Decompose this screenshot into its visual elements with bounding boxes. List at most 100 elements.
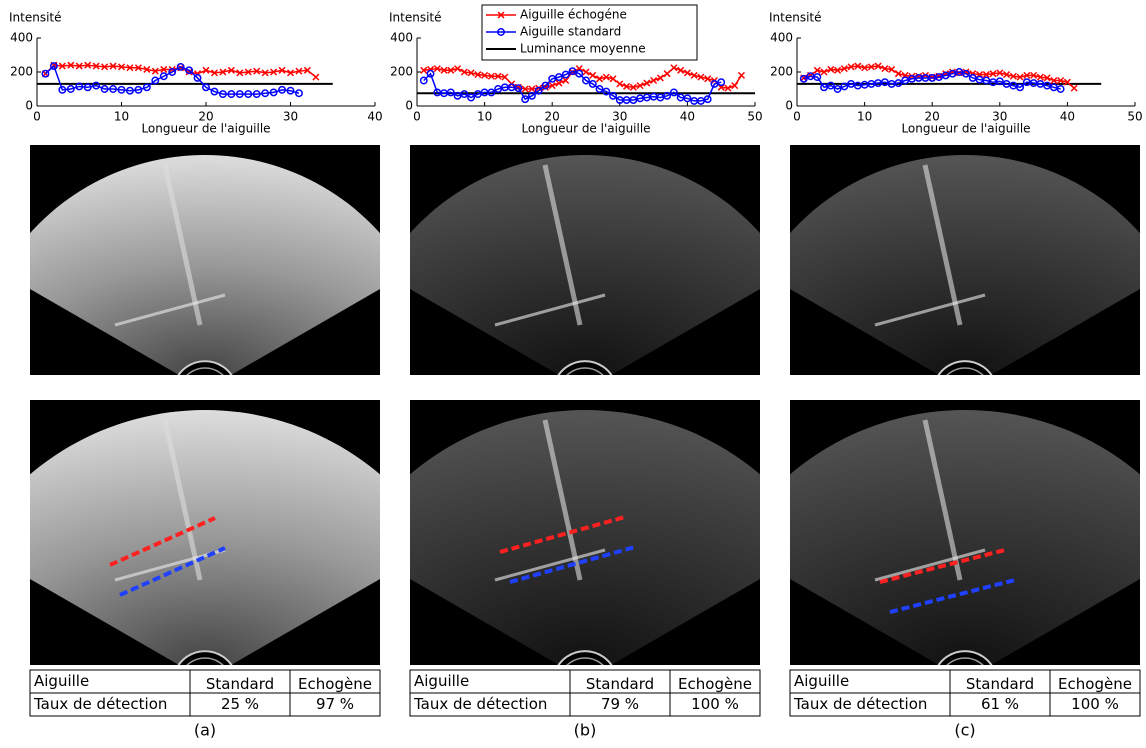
table-text: Standard [206, 675, 274, 693]
marker [75, 62, 83, 70]
marker [643, 79, 651, 87]
marker-stroke [244, 68, 252, 76]
marker-stroke [541, 83, 549, 91]
marker [894, 79, 903, 88]
marker-stroke [58, 62, 66, 70]
needle-annotation-red [879, 548, 1006, 584]
marker [521, 85, 529, 93]
marker [487, 72, 495, 80]
y-tick-label: 200 [770, 65, 793, 79]
table-cell [669, 692, 761, 717]
needle-echo [162, 419, 203, 581]
x-tick-label: 40 [1060, 110, 1075, 124]
marker-stroke [126, 64, 134, 72]
probe-arc [177, 360, 233, 375]
y-tick-label: 400 [390, 31, 413, 45]
x-axis-label: Longueur de l'aiguille [901, 122, 1030, 136]
marker [820, 68, 828, 76]
marker [840, 65, 848, 73]
marker [826, 81, 835, 90]
marker-stroke [616, 80, 624, 88]
marker [474, 71, 482, 79]
needle-echo [162, 164, 203, 326]
marker [562, 76, 570, 85]
marker [1009, 72, 1017, 80]
table-cell [289, 692, 381, 717]
marker [420, 66, 428, 74]
marker-stroke [867, 63, 875, 71]
marker-stroke [521, 85, 529, 93]
marker [697, 73, 705, 81]
marker-stroke [151, 67, 159, 75]
marker [656, 74, 664, 82]
probe-arc [186, 657, 224, 665]
marker-stroke [1063, 78, 1071, 86]
marker-stroke [813, 66, 821, 74]
x-tick-label: 50 [1127, 110, 1142, 124]
x-tick-label: 30 [612, 110, 627, 124]
marker [235, 90, 244, 99]
table: Aiguille Standard Echogène Taux de détectio… [409, 669, 761, 717]
marker [303, 66, 311, 74]
marker [1070, 84, 1078, 92]
table-text: Echogène [1058, 675, 1132, 693]
marker [717, 78, 726, 87]
table: Aiguille Standard Echogène Taux de détectio… [789, 669, 1141, 717]
x-tick-label: 40 [367, 110, 382, 124]
marker [210, 69, 218, 77]
marker [555, 73, 563, 82]
marker [126, 64, 134, 72]
marker-stroke [286, 69, 295, 77]
x-tick-label: 20 [198, 110, 213, 124]
x-tick-label: 10 [114, 110, 129, 124]
ultrasound-image [790, 155, 1140, 375]
marker [521, 95, 530, 104]
marker [100, 85, 109, 93]
series-line [803, 71, 1061, 90]
x-tick-label: 40 [680, 110, 695, 124]
marker [202, 66, 210, 74]
marker-stroke [528, 85, 536, 93]
marker [534, 86, 543, 95]
marker [481, 71, 489, 79]
marker [126, 86, 134, 95]
legend-label: Aiguille standard [520, 25, 621, 39]
marker-stroke [677, 66, 685, 74]
probe-arc [557, 360, 613, 375]
marker [261, 69, 269, 77]
needle-echo [922, 164, 963, 326]
marker-stroke [609, 75, 617, 83]
marker-stroke [303, 66, 311, 74]
marker [210, 87, 219, 96]
marker [227, 90, 236, 99]
marker-stroke [219, 68, 227, 76]
marker-stroke [874, 62, 882, 70]
marker-stroke [1050, 76, 1058, 85]
marker [278, 85, 286, 94]
marker [160, 65, 168, 73]
marker [151, 67, 159, 75]
marker-stroke [881, 65, 889, 73]
marker-stroke [704, 75, 712, 83]
marker [1003, 71, 1011, 79]
marker [888, 65, 896, 73]
series-line [44, 64, 300, 95]
legend-label: Luminance moyenne [520, 42, 646, 56]
marker [663, 70, 671, 78]
x-axis-label: Longueur de l'aiguille [141, 122, 270, 136]
marker [447, 66, 455, 74]
marker-stroke [92, 62, 100, 70]
ultrasound-image [410, 409, 760, 665]
y-axis-label: Intensité [389, 11, 442, 25]
marker [286, 86, 295, 95]
marker [840, 82, 849, 91]
table-text: 100 % [1071, 695, 1119, 713]
marker [582, 68, 590, 76]
marker-stroke [202, 66, 210, 74]
marker [501, 73, 509, 81]
marker-stroke [1030, 71, 1038, 79]
marker-stroke [75, 62, 83, 70]
marker-stroke [278, 66, 286, 74]
marker [286, 69, 295, 77]
marker [83, 83, 92, 92]
